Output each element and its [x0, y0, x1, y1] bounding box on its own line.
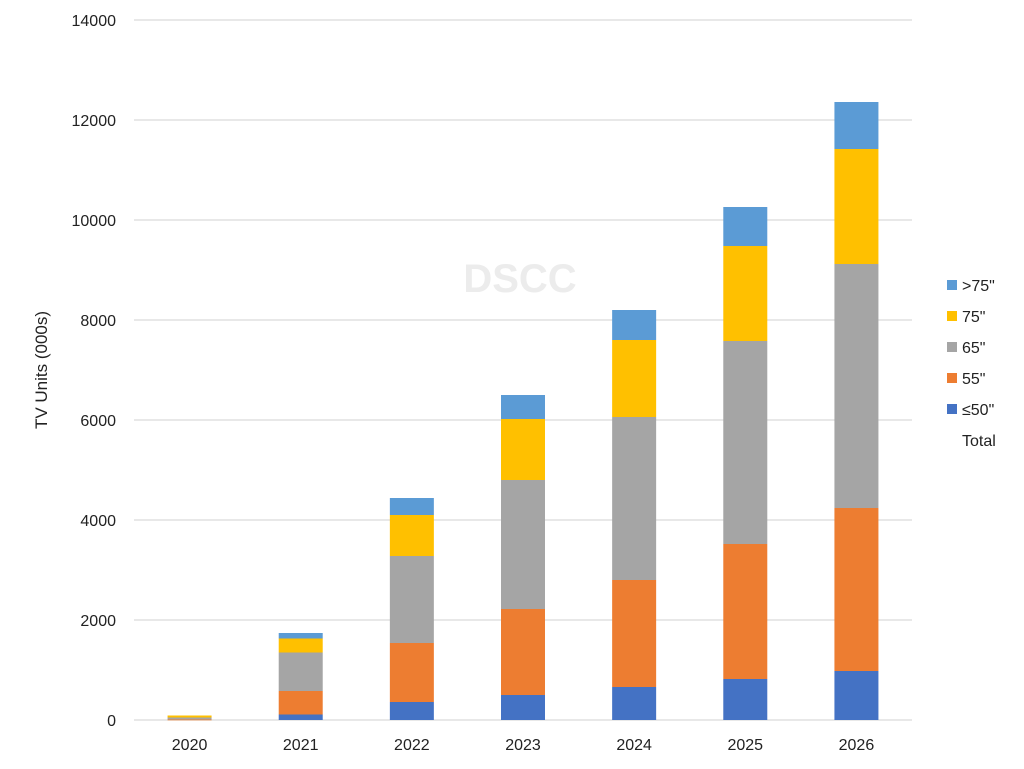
watermark: DSCC [463, 257, 576, 301]
bar-segment [167, 717, 212, 720]
x-tick-label: 2022 [394, 737, 430, 754]
x-tick-label: 2021 [283, 737, 319, 754]
bar-segment [501, 480, 545, 609]
y-tick-label: 10000 [72, 213, 117, 230]
bar-stack-2024 [612, 310, 657, 720]
bar-segment [612, 417, 657, 580]
bar-stack-2023 [501, 395, 545, 720]
y-tick-label: 0 [107, 713, 116, 730]
legend-label: 75" [962, 309, 985, 326]
legend-item: 55" [947, 371, 985, 388]
legend-swatch [947, 280, 957, 290]
bar-segment [389, 702, 434, 720]
legend-label: >75" [962, 278, 995, 295]
legend-label: 65" [962, 340, 985, 357]
y-axis-ticks: 0 2000 4000 6000 8000 10000 12000 14000 [72, 13, 117, 730]
bar-segment [167, 715, 212, 718]
x-axis-ticks: 2020 2021 2022 2023 2024 2025 2026 [172, 737, 875, 754]
legend-label: 55" [962, 371, 985, 388]
bar-segment [389, 556, 434, 643]
bar-segment [723, 679, 768, 720]
y-tick-label: 6000 [80, 413, 116, 430]
legend-swatch [947, 373, 957, 383]
bar-stack-2021 [278, 633, 323, 720]
bar-segment [278, 691, 323, 715]
y-tick-label: 12000 [72, 113, 117, 130]
y-axis-label: TV Units (000s) [32, 311, 51, 429]
x-tick-label: 2026 [839, 737, 875, 754]
legend-item: 65" [947, 340, 985, 357]
legend-item: ≤50" [947, 402, 994, 419]
bar-stack-2025 [723, 207, 768, 720]
legend-swatch [947, 311, 957, 321]
bar-segment [278, 638, 323, 653]
bar-segment [501, 395, 545, 419]
x-tick-label: 2020 [172, 737, 208, 754]
bar-segment [723, 207, 768, 246]
bar-segment [834, 671, 879, 720]
bar-segment [612, 310, 657, 340]
legend-label: Total [962, 433, 996, 450]
legend-item: Total [962, 433, 996, 450]
bar-segment [612, 580, 657, 687]
bar-segment [501, 695, 545, 720]
x-tick-label: 2023 [505, 737, 541, 754]
y-tick-label: 14000 [72, 13, 117, 30]
bar-segment [612, 340, 657, 417]
bar-segment [278, 652, 323, 691]
bar-segment [278, 633, 323, 639]
legend-item: >75" [947, 278, 995, 295]
bar-segment [723, 544, 768, 679]
bar-segment [723, 341, 768, 544]
bar-segment [167, 719, 212, 721]
bar-segment [834, 508, 879, 671]
bar-stack-2026 [834, 102, 879, 720]
x-tick-label: 2024 [616, 737, 652, 754]
y-tick-label: 4000 [80, 513, 116, 530]
bar-segment [278, 714, 323, 720]
legend-swatch [947, 404, 957, 414]
bars [167, 102, 879, 721]
bar-segment [723, 246, 768, 341]
x-tick-label: 2025 [727, 737, 763, 754]
y-tick-label: 2000 [80, 613, 116, 630]
bar-segment [834, 102, 879, 149]
legend-label: ≤50" [962, 402, 994, 419]
bar-stack-2022 [389, 498, 434, 720]
legend: >75" 75" 65" 55" ≤50" Total [947, 278, 996, 450]
bar-segment [389, 515, 434, 556]
bar-segment [612, 687, 657, 720]
bar-segment [501, 419, 545, 480]
bar-segment [389, 498, 434, 515]
bar-segment [501, 609, 545, 695]
y-tick-label: 8000 [80, 313, 116, 330]
bar-segment [834, 264, 879, 508]
legend-swatch [947, 342, 957, 352]
bar-segment [834, 149, 879, 264]
legend-item: 75" [947, 309, 985, 326]
bar-stack-2020 [167, 715, 212, 721]
bar-segment [389, 643, 434, 702]
